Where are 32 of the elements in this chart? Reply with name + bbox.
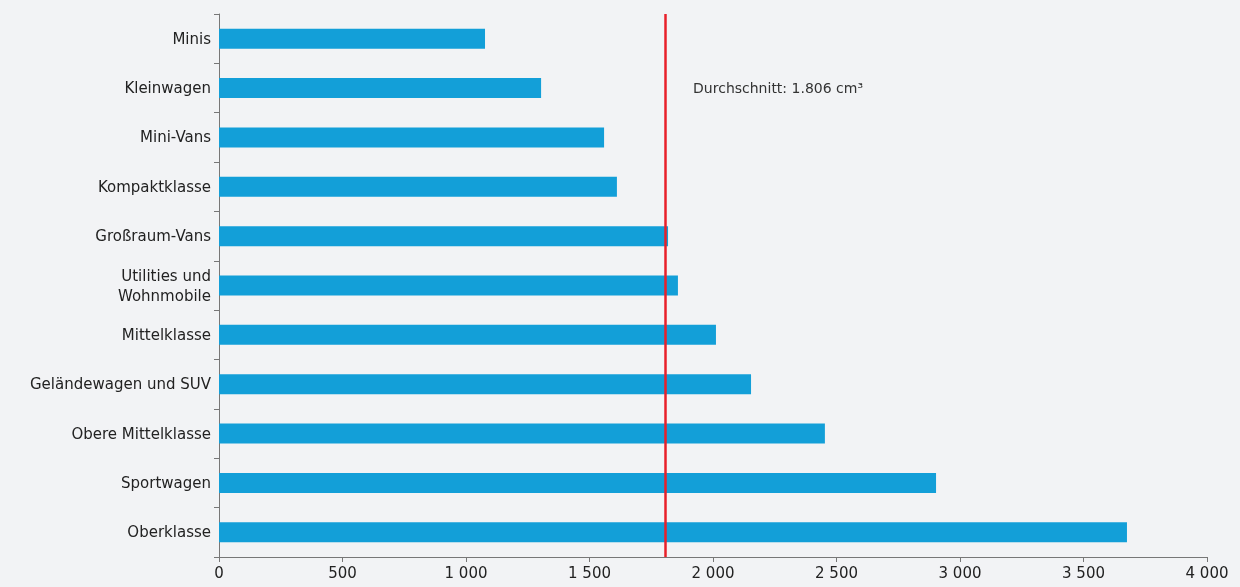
y-tick-label: Minis: [172, 29, 212, 48]
y-tick-label: Mini-Vans: [140, 128, 212, 147]
bar: [219, 127, 605, 148]
x-tick-label: 4 000: [1185, 563, 1229, 582]
x-tick-label: 0: [214, 563, 224, 582]
bar: [219, 472, 937, 493]
y-tick-label: Kleinwagen: [124, 79, 211, 98]
bar: [219, 522, 1127, 543]
x-tick-label: 2 500: [815, 563, 858, 582]
bar: [219, 324, 716, 345]
x-tick-label: 3 000: [938, 563, 982, 582]
x-tick-label: 1 500: [568, 563, 611, 582]
bar: [219, 226, 669, 247]
x-tick-label: 3 500: [1062, 563, 1105, 582]
y-tick-label: Mittelklasse: [121, 325, 211, 344]
x-tick-label: 1 000: [444, 563, 488, 582]
y-tick-label: Geländewagen und SUV: [29, 375, 212, 394]
y-tick-label: Sportwagen: [121, 473, 211, 492]
bar: [219, 374, 752, 395]
y-tick-label: Obere Mittelklasse: [71, 424, 211, 443]
bar: [219, 28, 486, 49]
x-tick-label: 500: [328, 563, 357, 582]
x-tick-label: 2 000: [691, 563, 735, 582]
y-tick-label: Oberklasse: [127, 523, 211, 542]
y-tick-label: Kompaktklasse: [97, 177, 211, 196]
bar: [219, 275, 678, 296]
ref-line-label: Durchschnitt: 1.806 cm³: [693, 80, 863, 97]
y-tick-label: Großraum-Vans: [95, 227, 212, 246]
bar: [219, 176, 617, 197]
bar: [219, 423, 825, 444]
y-tick-label: Utilities und Wohnmobile: [117, 266, 211, 305]
bar: [219, 78, 542, 99]
